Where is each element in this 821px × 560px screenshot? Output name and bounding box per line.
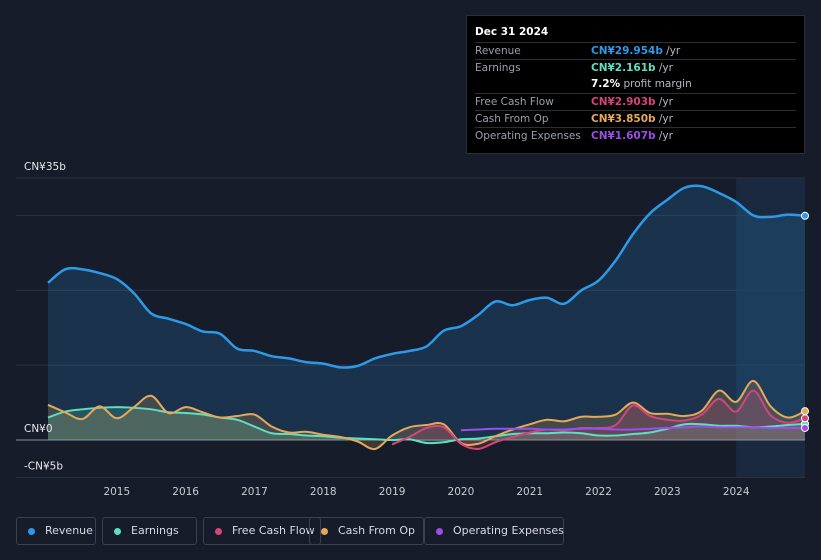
x-tick-label: 2019: [379, 486, 406, 498]
legend-label: Operating Expenses: [453, 524, 564, 537]
legend-dot-icon: [28, 528, 35, 535]
series-endpoints: [801, 211, 809, 432]
tooltip-row-earnings: Earnings CN¥2.161b /yr: [475, 59, 796, 77]
tooltip-label: Cash From Op: [475, 113, 549, 125]
series-area-revenue: [48, 185, 805, 440]
x-tick-label: 2022: [585, 486, 612, 498]
tooltip-value: CN¥29.954b /yr: [591, 45, 681, 57]
tooltip-label: Operating Expenses: [475, 130, 581, 142]
tooltip-value: 7.2% profit margin: [591, 78, 692, 90]
x-tick-label: 2023: [654, 486, 681, 498]
grid-lines: [16, 177, 805, 478]
tooltip-row-opex: Operating Expenses CN¥1.607b /yr: [475, 127, 796, 145]
series-line-opex: [460, 425, 806, 432]
legend-dot-icon: [215, 528, 222, 535]
tooltip-value: CN¥3.850b /yr: [591, 113, 673, 125]
tooltip-date: Dec 31 2024: [475, 26, 549, 38]
x-tick-label: 2016: [172, 486, 199, 498]
series-area-cfo: [48, 380, 805, 450]
legend-dot-icon: [114, 528, 121, 535]
tooltip-row-cfo: Cash From Op CN¥3.850b /yr: [475, 110, 796, 128]
series-line-cfo: [47, 379, 806, 451]
tooltip-value: CN¥2.161b /yr: [591, 62, 673, 74]
series-areas: [48, 185, 805, 450]
series-endpoint-opex: [801, 423, 809, 432]
series-area-fcf: [392, 390, 805, 450]
tooltip-value: CN¥2.903b /yr: [591, 96, 673, 108]
x-tick-label: 2017: [241, 486, 268, 498]
data-tooltip: Dec 31 2024 Revenue CN¥29.954b /yr Earni…: [466, 15, 805, 154]
series-line-revenue: [47, 184, 806, 369]
series-endpoint-cfo: [801, 407, 809, 416]
legend-label: Earnings: [131, 524, 179, 537]
series-endpoint-revenue: [801, 211, 809, 220]
legend-item-free-cash-flow[interactable]: Free Cash Flow: [203, 517, 321, 545]
y-tick-label: CN¥0: [24, 423, 53, 435]
x-tick-label: 2020: [448, 486, 475, 498]
tooltip-value: CN¥1.607b /yr: [591, 130, 673, 142]
tooltip-row-fcf: Free Cash Flow CN¥2.903b /yr: [475, 93, 796, 111]
tooltip-label: Free Cash Flow: [475, 96, 554, 108]
legend-item-revenue[interactable]: Revenue: [16, 517, 96, 545]
legend-label: Cash From Op: [338, 524, 416, 537]
y-tick-label: CN¥35b: [24, 161, 66, 173]
y-tick-label: -CN¥5b: [24, 460, 63, 472]
legend-item-earnings[interactable]: Earnings: [102, 517, 197, 545]
x-tick-label: 2018: [310, 486, 337, 498]
y-axis: CN¥35b CN¥0 -CN¥5b: [24, 161, 66, 472]
tooltip-row-revenue: Revenue CN¥29.954b /yr: [475, 42, 796, 60]
x-axis: 2015 2016 2017 2018 2019 2020 2021 2022 2023 2024: [103, 486, 749, 498]
tooltip-row-margin: 7.2% profit margin: [475, 76, 796, 93]
legend-label: Revenue: [45, 524, 93, 537]
legend-dot-icon: [436, 528, 443, 535]
x-tick-label: 2015: [103, 486, 130, 498]
x-tick-label: 2024: [723, 486, 750, 498]
tooltip-label: Revenue: [475, 45, 521, 57]
series-area-earnings: [48, 407, 805, 444]
legend-item-cash-from-op[interactable]: Cash From Op: [309, 517, 424, 545]
tooltip-label: Earnings: [475, 62, 521, 74]
series-lines: [47, 184, 806, 451]
series-endpoint-fcf: [801, 414, 809, 423]
legend-dot-icon: [321, 528, 328, 535]
legend-item-operating-expenses[interactable]: Operating Expenses: [424, 517, 564, 545]
legend-label: Free Cash Flow: [232, 524, 315, 537]
x-tick-label: 2021: [516, 486, 543, 498]
